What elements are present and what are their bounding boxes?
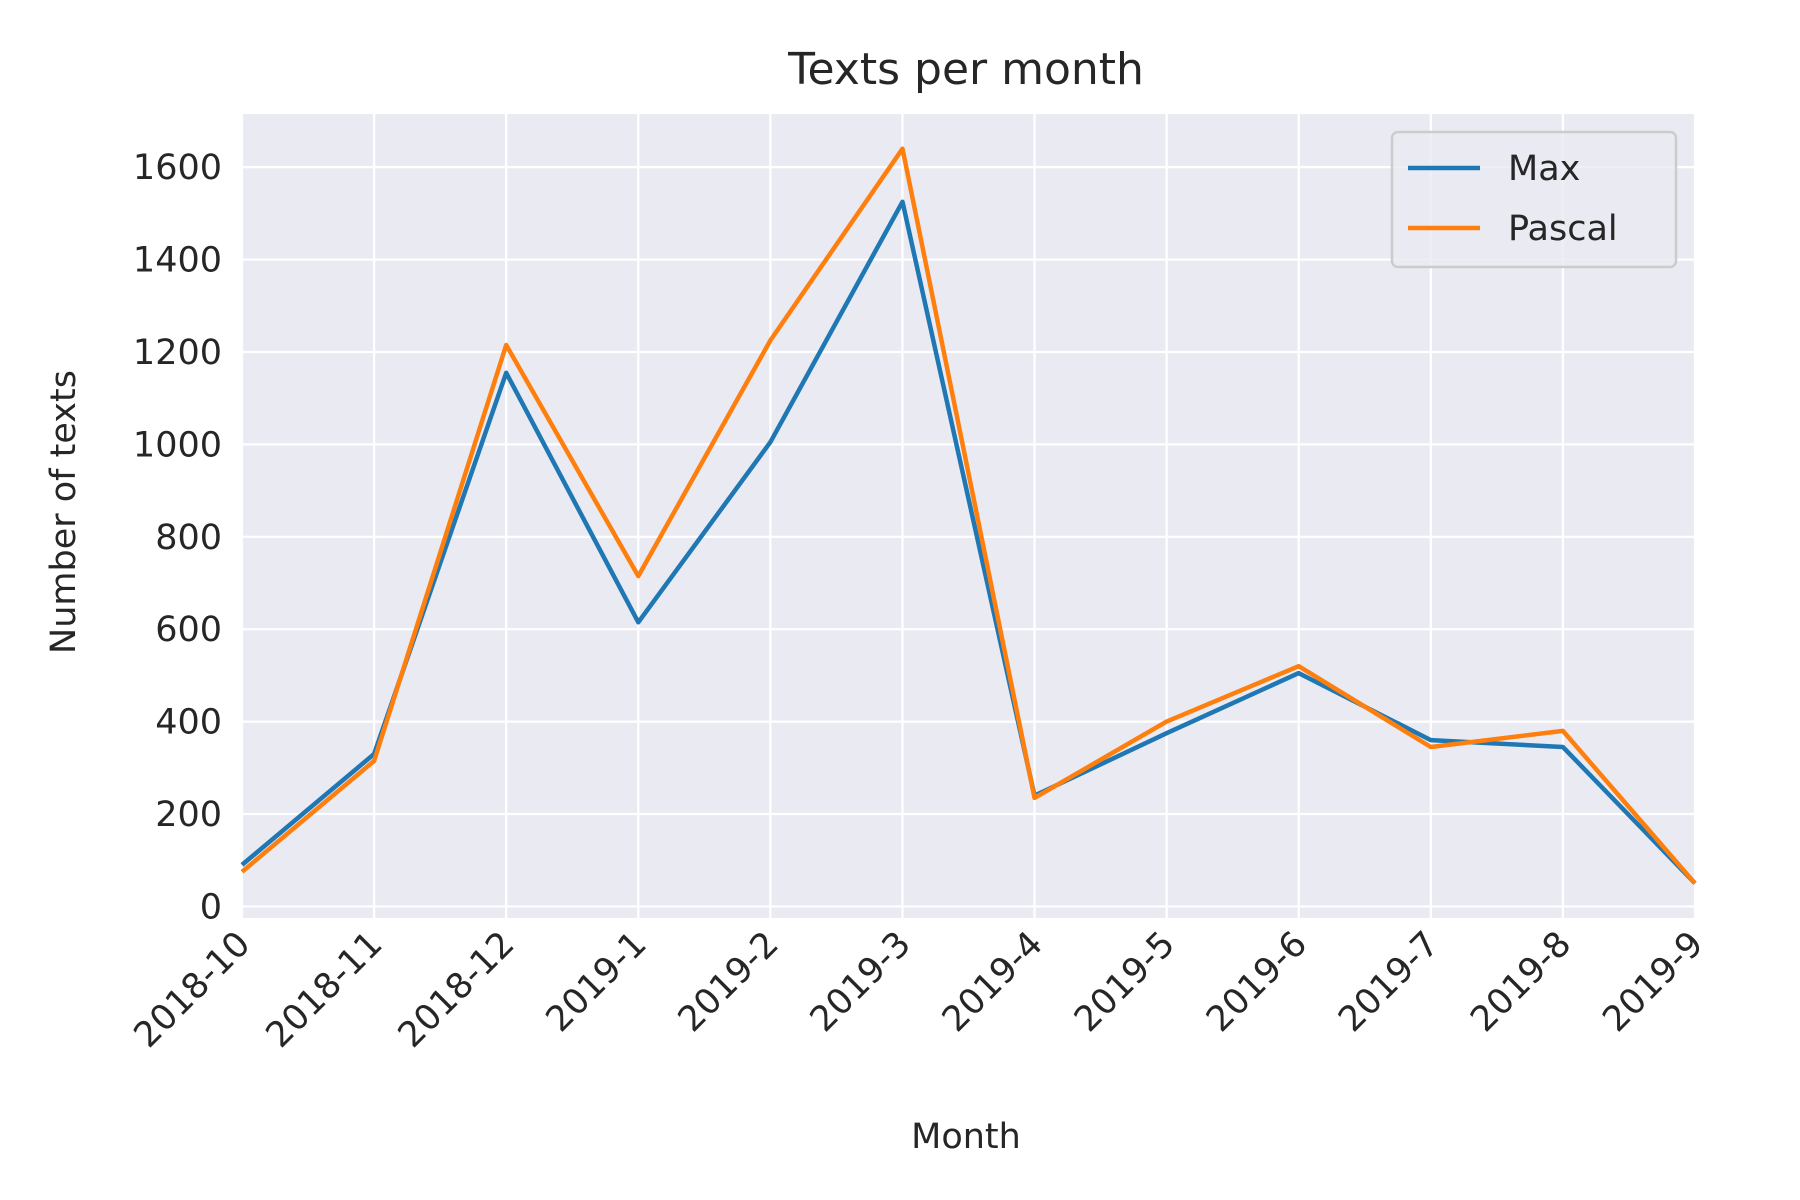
x-tick-label: 2019-3 — [803, 924, 919, 1040]
x-tick-label: 2019-2 — [671, 924, 787, 1040]
x-tick-label: 2018-10 — [127, 924, 259, 1056]
legend: Max Pascal — [1390, 130, 1678, 269]
x-tick-label: 2019-5 — [1067, 924, 1183, 1040]
x-tick-label: 2019-7 — [1331, 924, 1447, 1040]
x-axis-label: Month — [911, 1117, 1021, 1157]
y-tick-label: 1000 — [133, 425, 222, 465]
x-tick-label: 2019-9 — [1595, 924, 1711, 1040]
legend-label-max: Max — [1508, 149, 1580, 189]
legend-label-pascal: Pascal — [1508, 209, 1618, 249]
y-tick-label: 400 — [155, 703, 222, 743]
x-tick-label: 2019-1 — [539, 924, 655, 1040]
series-line-max — [240, 199, 1697, 885]
x-tick-label: 2019-8 — [1463, 924, 1579, 1040]
x-axis: 2018-10 2018-11 2018-12 2019-1 2019-2 2019-3 2… — [127, 924, 1712, 1056]
y-tick-label: 200 — [155, 795, 222, 835]
chart-title: Texts per month — [787, 44, 1144, 95]
y-tick-label: 1400 — [133, 241, 222, 281]
x-tick-label: 2018-12 — [391, 924, 523, 1056]
x-tick-label: 2019-6 — [1199, 924, 1315, 1040]
series-layer — [240, 146, 1697, 885]
y-tick-label: 0 — [200, 887, 222, 927]
y-tick-label: 800 — [155, 518, 222, 558]
y-axis: 0 200 400 600 800 1000 1200 1400 1600 — [133, 148, 222, 927]
x-tick-label: 2019-4 — [935, 924, 1051, 1040]
series-line-pascal — [240, 146, 1697, 885]
y-tick-label: 1600 — [133, 148, 222, 188]
x-tick-label: 2018-11 — [259, 924, 391, 1056]
y-axis-label: Number of texts — [44, 370, 84, 654]
grid-lines — [240, 114, 1697, 918]
y-tick-label: 1200 — [133, 333, 222, 373]
y-tick-label: 600 — [155, 610, 222, 650]
